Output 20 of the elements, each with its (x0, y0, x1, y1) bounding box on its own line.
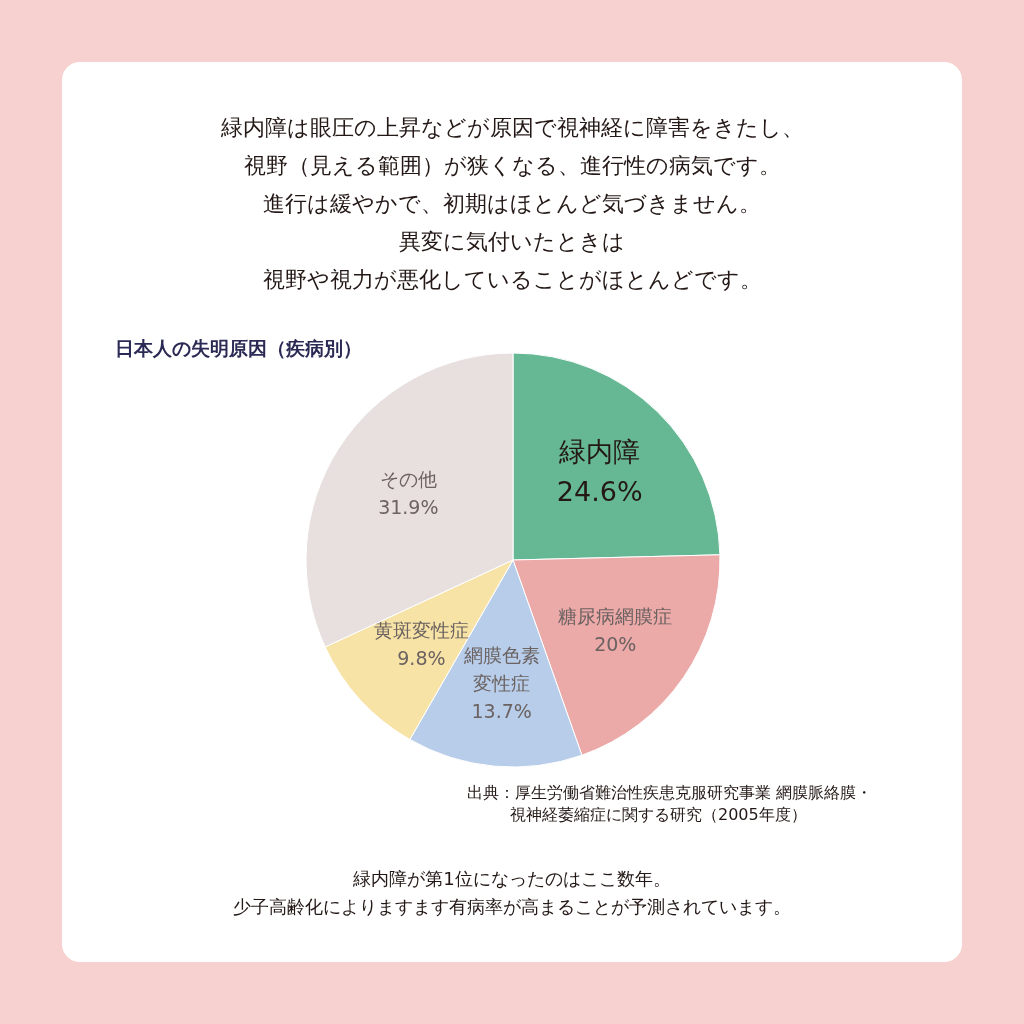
data-label: 9.8% (397, 646, 446, 669)
data-label: 13.7% (471, 700, 532, 723)
data-label: 24.6% (556, 475, 643, 507)
slice-label: 糖尿病網膜症 (558, 605, 673, 628)
text: 緑内障が第1位になったのはここ数年。 (352, 868, 671, 889)
chart-title: 日本人の失明原因（疾病別） (115, 337, 362, 359)
text: 視神経萎縮症に関する研究（2005年度） (510, 805, 807, 824)
source-note: 出典：厚生労働省難治性疾患克服研究事業 網膜脈絡膜・ (467, 783, 873, 802)
text: 緑内障は眼圧の上昇などが原因で視神経に障害をきたし、 (219, 115, 804, 140)
slice-label: その他 (379, 467, 437, 490)
slice-label: 緑内障 (558, 435, 641, 467)
text: 視野（見える範囲）が狭くなる、進行性の病気です。 (243, 153, 781, 178)
text: 異変に気付いたときは (399, 229, 625, 254)
slice-label: 黄斑変性症 (373, 618, 469, 641)
text: 進行は緩やかで、初期はほとんど気づきません。 (263, 191, 761, 216)
slice-label: 網膜色素変性症 (462, 644, 540, 695)
text: 視野や視力が悪化していることがほとんどです。 (262, 267, 762, 292)
data-label: 20% (594, 633, 637, 656)
data-label: 31.9% (378, 495, 439, 518)
text: 少子高齢化によりますます有病率が高まることが予測されています。 (233, 896, 791, 917)
